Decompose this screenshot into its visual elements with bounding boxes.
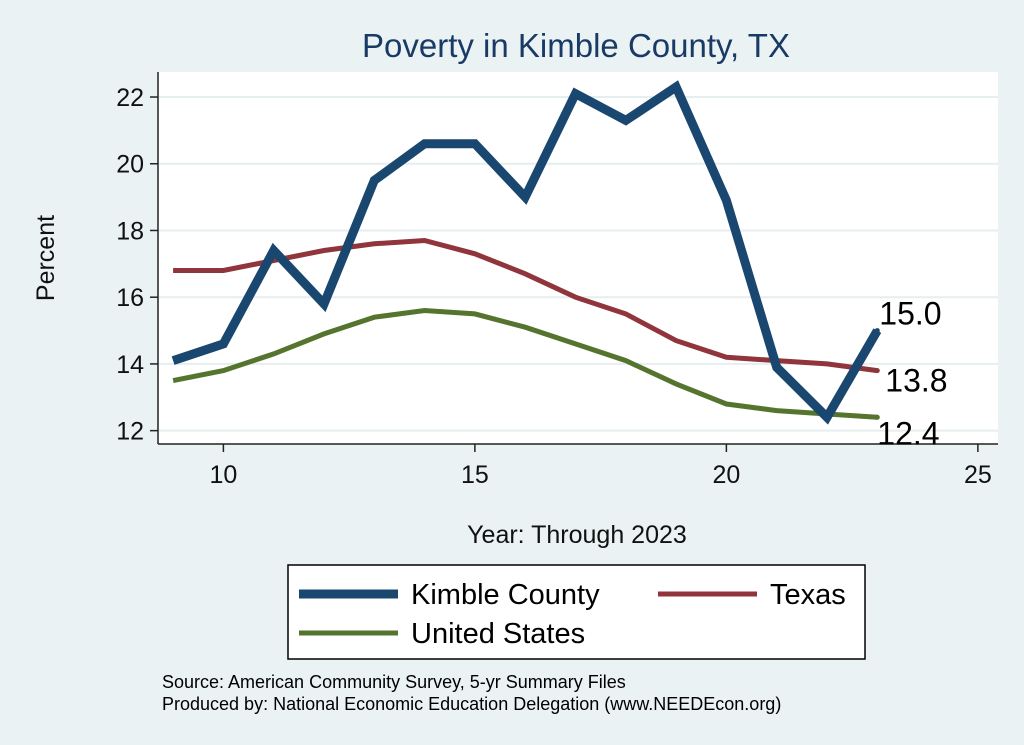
x-tick-label: 10 bbox=[209, 461, 237, 489]
series-line-united-states bbox=[172, 307, 878, 420]
end-label-texas: 13.8 bbox=[885, 363, 947, 399]
y-tick-label: 22 bbox=[116, 84, 144, 112]
series-line-kimble-county bbox=[171, 80, 882, 425]
y-tick-label: 20 bbox=[116, 151, 144, 179]
series-lines bbox=[171, 80, 882, 425]
end-label-kimble-county: 15.0 bbox=[879, 296, 941, 332]
chart-title: Poverty in Kimble County, TX bbox=[362, 27, 790, 64]
produced-by-note: Produced by: National Economic Education… bbox=[162, 694, 781, 714]
series-line-texas bbox=[173, 237, 878, 374]
y-tick-label: 16 bbox=[116, 284, 144, 312]
legend-box bbox=[287, 564, 866, 660]
x-tick-label: 25 bbox=[964, 461, 992, 489]
legend-label-united-states: United States bbox=[411, 618, 585, 650]
y-tick-label: 12 bbox=[116, 418, 144, 446]
y-tick-label: 14 bbox=[116, 351, 144, 379]
y-tick-label: 18 bbox=[116, 217, 144, 245]
series-end-point-kimble-county bbox=[874, 328, 880, 334]
end-label-united-states: 12.4 bbox=[877, 415, 939, 451]
y-axis-title: Percent bbox=[32, 215, 60, 301]
x-axis-ticks: 10 15 20 25 bbox=[209, 444, 992, 489]
legend-label-kimble-county: Kimble County bbox=[411, 579, 600, 611]
y-axis-ticks: 12 14 16 18 20 22 bbox=[116, 84, 158, 446]
series-end-point-united-states bbox=[874, 414, 880, 420]
source-note: Source: American Community Survey, 5-yr … bbox=[162, 672, 626, 692]
legend: Kimble County Texas United States bbox=[287, 564, 866, 660]
x-tick-label: 20 bbox=[712, 461, 740, 489]
end-labels: 12.4 13.8 15.0 bbox=[877, 296, 947, 452]
x-axis-title: Year: Through 2023 bbox=[467, 521, 687, 549]
x-tick-label: 15 bbox=[461, 461, 489, 489]
legend-label-texas: Texas bbox=[770, 579, 846, 611]
series-end-point-texas bbox=[874, 368, 880, 374]
